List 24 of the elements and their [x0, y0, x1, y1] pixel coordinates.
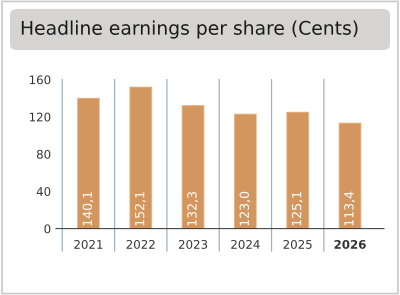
data-label: 123,0 [240, 192, 250, 226]
data-label: 152,1 [134, 192, 146, 226]
data-label: 140,1 [82, 192, 94, 226]
data-label: 125,1 [292, 192, 303, 226]
bar [338, 122, 362, 229]
x-tick-label: 2021 [74, 240, 102, 249]
bar [77, 98, 100, 229]
y-tick-label: 40 [36, 187, 50, 196]
bar [182, 105, 204, 229]
data-label: 132,3 [187, 192, 198, 226]
bar [129, 86, 152, 229]
x-tick-label: 2024 [231, 240, 260, 249]
bar [286, 112, 310, 229]
chart-title: Headline earnings per share (Cents) [22, 20, 358, 39]
y-tick-label: 160 [30, 75, 50, 84]
x-tick-label: 2023 [178, 240, 208, 249]
x-tick-label: 2022 [126, 240, 155, 249]
x-tick-label: 2025 [284, 240, 312, 249]
x-tick-label: 2026 [334, 240, 366, 249]
data-label: 113,4 [344, 192, 355, 226]
y-tick-label: 80 [36, 150, 50, 159]
y-tick-label: 0 [44, 224, 50, 234]
y-tick-label: 120 [30, 112, 50, 122]
bar [234, 114, 257, 229]
